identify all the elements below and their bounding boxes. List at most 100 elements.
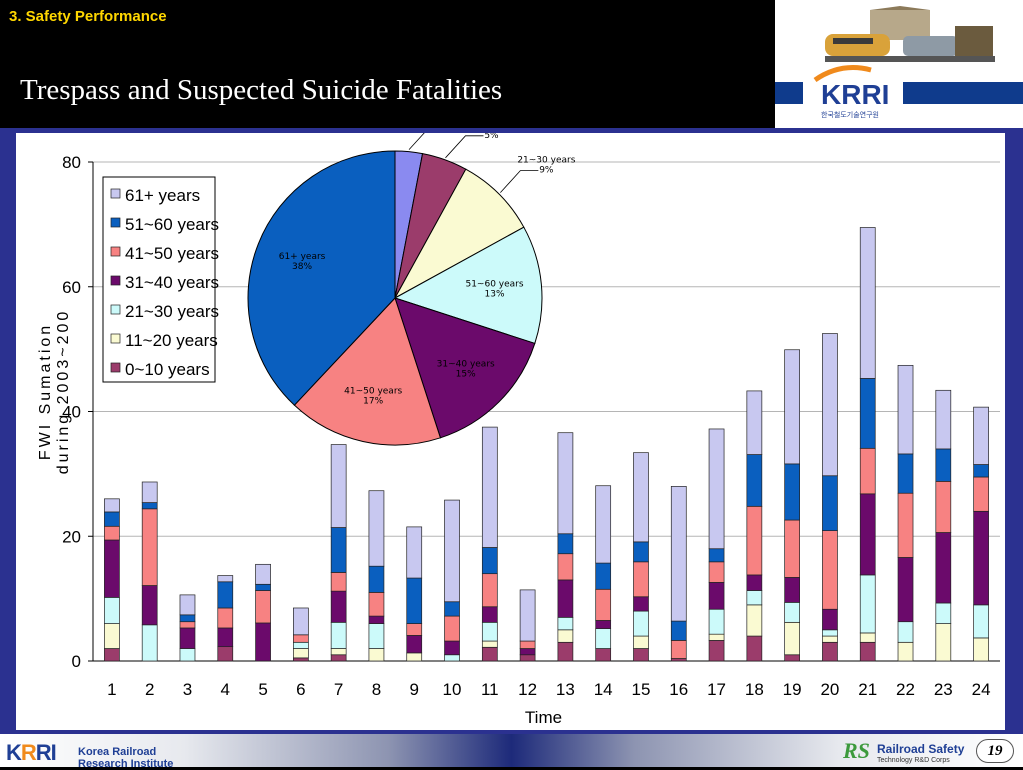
bar-segment: [519, 654, 536, 662]
bar-segment: [708, 428, 725, 550]
x-tick-label: 18: [745, 680, 764, 699]
bar-segment: [708, 640, 725, 662]
x-tick-label: 5: [258, 680, 267, 699]
bar-segment: [255, 583, 271, 591]
pie-slice-value: 38%: [292, 262, 312, 272]
x-tick-label: 2: [145, 680, 154, 699]
krri-logo-text: KRRI: [821, 79, 889, 110]
bar-segment: [104, 648, 120, 662]
bar-segment: [179, 594, 196, 616]
org-name: Korea Railroad Research Institute: [78, 746, 173, 770]
bar-segment: [746, 604, 763, 637]
legend-label: 41~50 years: [125, 244, 219, 263]
bar-segment: [859, 447, 876, 495]
bar-segment: [784, 349, 800, 465]
legend-swatch: [110, 304, 121, 315]
pie-slice: [393, 168, 525, 300]
bar-segment: [368, 592, 385, 617]
bar-segment: [330, 590, 347, 623]
x-tick-label: 23: [934, 680, 953, 699]
x-tick-label: 20: [820, 680, 839, 699]
bar-segment: [746, 505, 763, 576]
bar-segment: [595, 588, 612, 621]
bar-segment: [859, 641, 876, 662]
bar-segment: [557, 533, 574, 555]
y-tick-label: 60: [62, 278, 81, 297]
bar-segment: [406, 635, 423, 654]
bar-segment: [973, 637, 989, 662]
bar-segment: [784, 654, 800, 662]
legend-label: 11~20 years: [125, 331, 218, 350]
bar-segment: [481, 646, 498, 662]
org-name-line1: Korea Railroad: [78, 746, 157, 758]
bar-segment: [557, 553, 574, 581]
bar-segment: [595, 628, 612, 649]
bar-segment: [368, 615, 385, 624]
bar-segment: [935, 481, 952, 533]
bar-segment: [330, 572, 347, 592]
bar-segment: [481, 547, 498, 575]
bar-segment: [330, 654, 347, 662]
rs-logo: RS: [843, 738, 870, 763]
bar-segment: [633, 648, 649, 662]
bar-segment: [330, 444, 347, 528]
y-axis-label: FWI Sumationduring 2003~200: [37, 309, 72, 475]
bar-segment: [141, 624, 158, 662]
bar-segment: [973, 510, 989, 606]
bar-segment: [633, 610, 649, 637]
x-tick-label: 15: [632, 680, 651, 699]
legend-label: 51~60 years: [125, 215, 219, 234]
pie-slice-label: 51~60 years: [465, 280, 523, 290]
bar-segment: [104, 525, 120, 541]
bar-segment: [141, 481, 158, 503]
bar-segment: [557, 641, 574, 662]
slide-title: Trespass and Suspected Suicide Fatalitie…: [20, 74, 503, 106]
bar-segment: [935, 623, 952, 662]
pie-slice: [394, 297, 536, 439]
bar-segment: [670, 620, 687, 641]
bar-segment: [330, 621, 347, 649]
bar-segment: [217, 607, 234, 629]
y-tick-label: 40: [62, 403, 81, 422]
footer-bar: [0, 734, 1023, 767]
bar-segment: [255, 590, 271, 624]
bar-segment: [670, 658, 687, 662]
x-tick-label: 1: [107, 680, 116, 699]
header-bar: 3. Safety Performance Trespass and Suspe…: [0, 0, 775, 128]
bar-segment: [595, 485, 612, 564]
bar-segment: [217, 575, 234, 583]
bar-segment: [179, 621, 196, 629]
bar-segment: [179, 648, 196, 662]
bar-segment: [822, 629, 838, 637]
page-number: 19: [976, 739, 1014, 763]
bar-segment: [897, 453, 914, 494]
bar-segment: [255, 622, 271, 662]
x-tick-label: 8: [372, 680, 381, 699]
bar-segment: [708, 561, 725, 583]
x-tick-label: 24: [972, 680, 991, 699]
bar-segment: [973, 464, 989, 478]
bar-segment: [481, 426, 498, 548]
bar-segment: [784, 602, 800, 623]
bar-segment: [973, 476, 989, 512]
bar-segment: [746, 390, 763, 455]
legend-swatch: [110, 246, 121, 257]
pie-slice-value: 5%: [484, 133, 499, 141]
pie-leader-line: [445, 135, 484, 159]
bar-segment: [670, 640, 687, 659]
bar-segment: [784, 463, 800, 521]
bar-segment: [822, 635, 838, 643]
bar-segment: [141, 508, 158, 586]
x-tick-label: 21: [858, 680, 877, 699]
bar-segment: [633, 596, 649, 612]
bar-segment: [557, 629, 574, 643]
x-tick-label: 14: [594, 680, 613, 699]
bar-segment: [595, 648, 612, 662]
legend-swatch: [110, 217, 121, 228]
bar-segment: [935, 389, 952, 450]
x-tick-label: 9: [409, 680, 418, 699]
bar-segment: [217, 627, 234, 648]
trains-illustration: [825, 6, 995, 62]
bar-segment: [670, 486, 687, 622]
